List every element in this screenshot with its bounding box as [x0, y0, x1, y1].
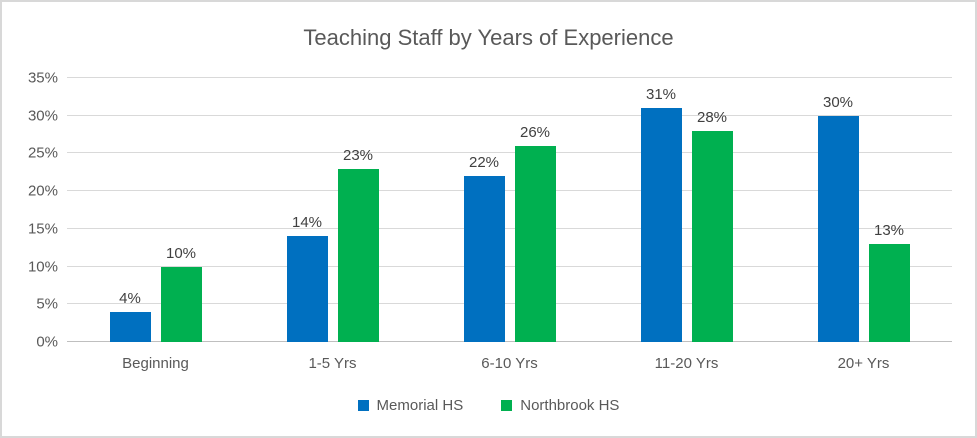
- y-tick-label: 5%: [36, 295, 58, 313]
- y-tick-label: 0%: [36, 333, 58, 351]
- bar-northbrook-hs: 13%: [868, 222, 910, 342]
- plot-area: 4% 10% 14% 23% 22% 26% 31% 28% 30% 13%: [67, 77, 952, 342]
- x-category-label: 1-5 Yrs: [308, 355, 357, 372]
- legend-label: Northbrook HS: [520, 397, 620, 414]
- x-category-label: 6-10 Yrs: [481, 355, 538, 372]
- gridline: [67, 77, 952, 78]
- chart-title: Teaching Staff by Years of Experience: [303, 25, 674, 50]
- data-label: 10%: [165, 244, 197, 262]
- y-axis: 0% 5% 10% 15% 20% 25% 30% 35%: [2, 71, 58, 350]
- gridline: [67, 114, 952, 116]
- gridline: [67, 152, 952, 154]
- data-label: 13%: [873, 221, 905, 239]
- bar-memorial-hs: 30%: [817, 94, 859, 342]
- gridline: [67, 227, 952, 229]
- bar-memorial-hs: 4%: [109, 290, 151, 342]
- bar-northbrook-hs: 28%: [691, 109, 733, 342]
- bar-northbrook-hs: 10%: [160, 245, 202, 342]
- data-label: 30%: [822, 93, 854, 111]
- data-label: 23%: [342, 146, 374, 164]
- data-label: 14%: [291, 214, 323, 232]
- data-label: 28%: [696, 108, 728, 126]
- legend-item: Northbrook HS: [501, 397, 619, 414]
- y-tick-label: 25%: [27, 144, 58, 162]
- data-label: 4%: [119, 289, 141, 307]
- bar-northbrook-hs: 26%: [514, 124, 556, 342]
- y-tick-label: 20%: [27, 182, 58, 200]
- gridline: [67, 303, 952, 305]
- y-tick-label: 15%: [27, 220, 58, 238]
- data-label: 26%: [519, 123, 551, 141]
- x-category-label: 20+ Yrs: [837, 355, 890, 372]
- gridline: [67, 265, 952, 267]
- bar-group: 31% 28%: [598, 78, 775, 342]
- x-category-label: Beginning: [122, 355, 189, 372]
- y-tick-label: 10%: [27, 258, 58, 276]
- x-axis-line: [67, 341, 952, 342]
- data-label: 31%: [645, 86, 677, 104]
- x-category-label: 11-20 Yrs: [654, 355, 719, 372]
- legend-swatch-icon: [501, 400, 513, 411]
- y-tick-label: 30%: [27, 107, 58, 125]
- bar-group: 30% 13%: [775, 78, 952, 342]
- bar-group: 14% 23%: [244, 78, 421, 342]
- bar-memorial-hs: 22%: [463, 154, 505, 342]
- bar-northbrook-hs: 23%: [337, 147, 379, 342]
- bar-memorial-hs: 31%: [640, 86, 682, 342]
- data-label: 22%: [468, 154, 500, 172]
- bar-groups: 4% 10% 14% 23% 22% 26% 31% 28% 30% 13%: [67, 78, 952, 342]
- legend: Memorial HS Northbrook HS: [2, 397, 975, 414]
- legend-label: Memorial HS: [376, 397, 464, 414]
- legend-item: Memorial HS: [357, 397, 464, 414]
- legend-swatch-icon: [357, 400, 369, 411]
- bar-memorial-hs: 14%: [286, 214, 328, 342]
- gridline: [67, 190, 952, 192]
- y-tick-label: 35%: [27, 69, 58, 87]
- bar-group: 22% 26%: [421, 78, 598, 342]
- x-axis: Beginning 1-5 Yrs 6-10 Yrs 11-20 Yrs 20+ Yrs: [67, 355, 952, 372]
- bar-group: 4% 10%: [67, 78, 244, 342]
